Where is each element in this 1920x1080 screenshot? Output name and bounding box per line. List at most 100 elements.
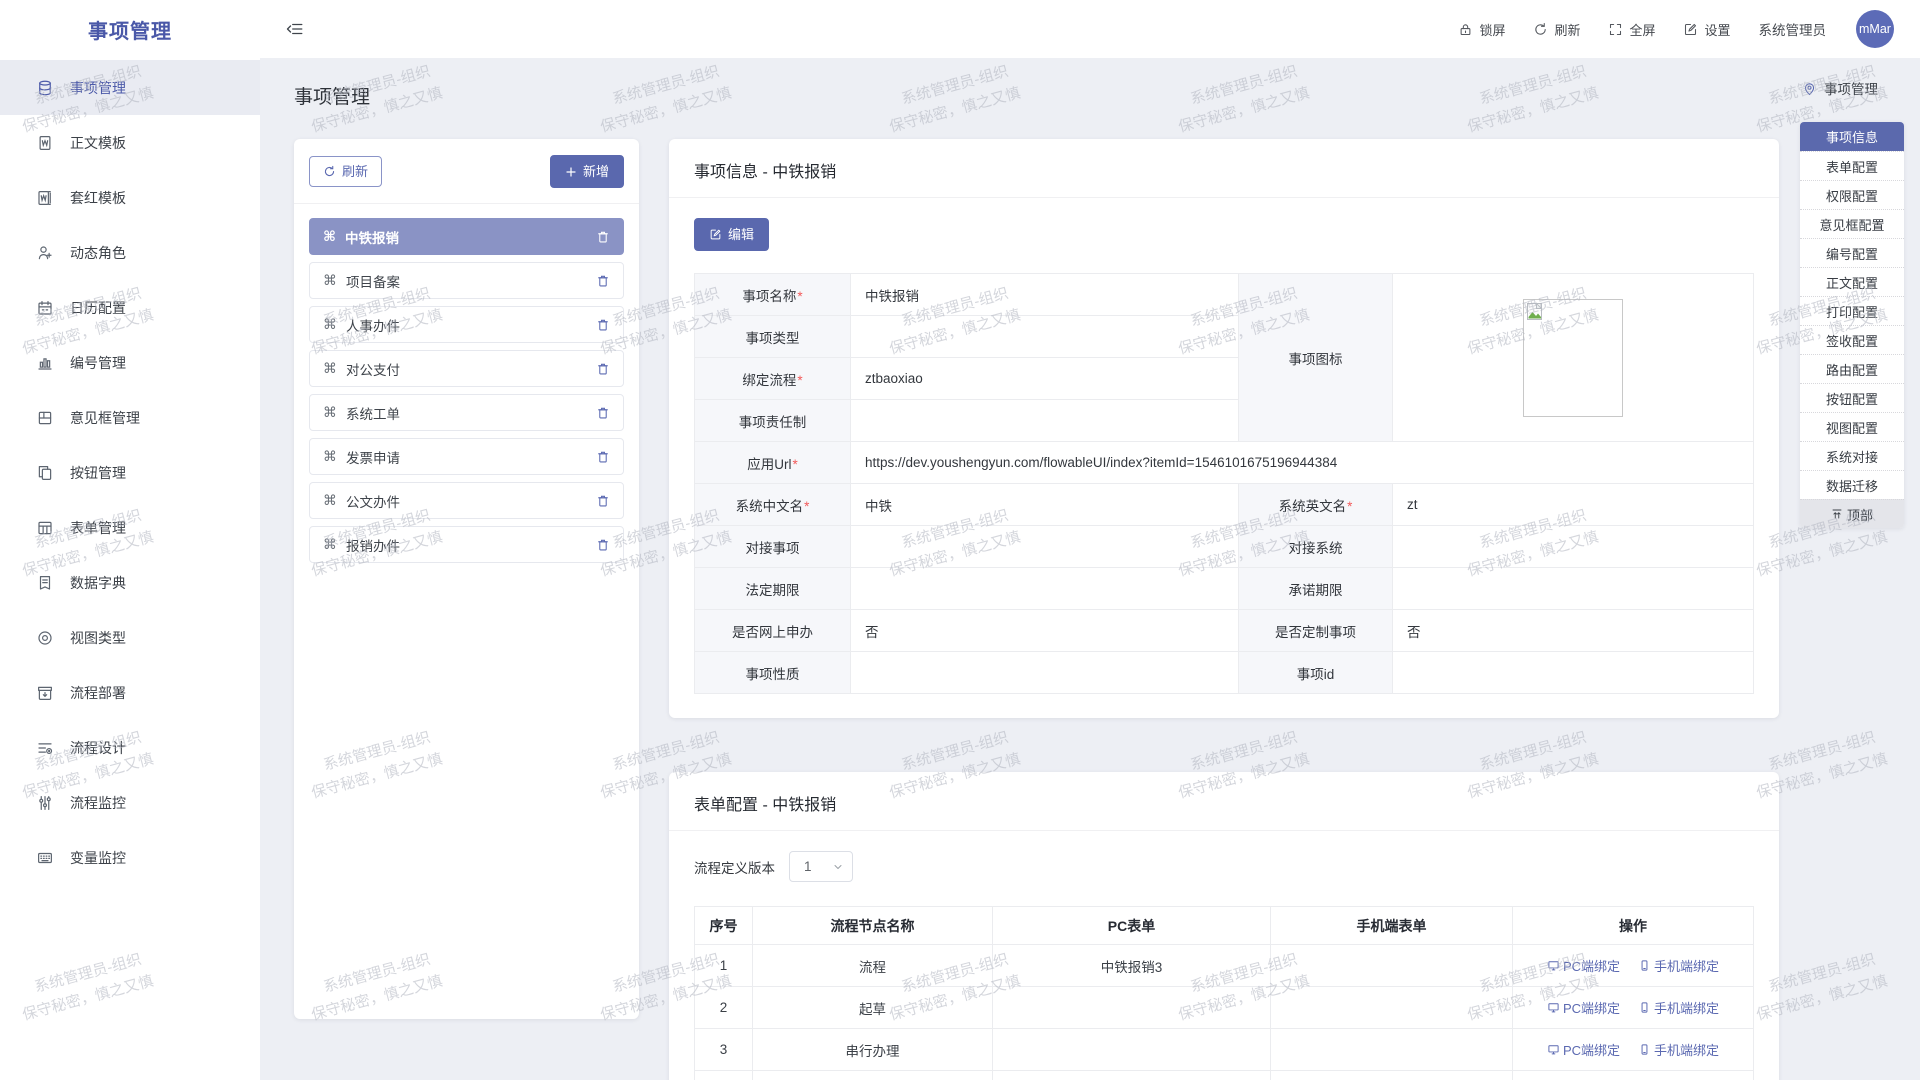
command-icon: ⌘	[323, 536, 337, 552]
delete-item-button[interactable]	[596, 230, 610, 244]
delete-item-button[interactable]	[596, 406, 610, 420]
anchor-item-system-connect[interactable]: 系统对接	[1800, 441, 1904, 470]
anchor-item-body-config[interactable]: 正文配置	[1800, 267, 1904, 296]
sidebar-item-data-dictionary[interactable]: 数据字典	[0, 555, 260, 610]
column-header: 手机端表单	[1270, 906, 1513, 945]
item-list-row[interactable]: ⌘ 中铁报销	[309, 218, 624, 255]
trash-icon	[598, 275, 608, 286]
delete-item-button[interactable]	[596, 274, 610, 288]
sidebar-item-body-template[interactable]: 正文模板	[0, 115, 260, 170]
item-list-row[interactable]: ⌘ 项目备案	[309, 262, 624, 299]
field-value: 否	[1392, 609, 1754, 652]
settings-icon	[1685, 23, 1697, 35]
sidebar-item-label: 事项管理	[70, 79, 126, 96]
item-list-row[interactable]: ⌘ 人事办件	[309, 306, 624, 343]
item-list-row[interactable]: ⌘ 公文办件	[309, 482, 624, 519]
sidebar-item-number-management[interactable]: 编号管理	[0, 335, 260, 390]
field-label: 对接事项	[694, 525, 851, 568]
mobile-bind-link[interactable]: 手机端绑定	[1638, 1040, 1719, 1059]
sidebar-item-process-deploy[interactable]: 流程部署	[0, 665, 260, 720]
delete-item-button[interactable]	[596, 318, 610, 332]
sidebar-item-label: 日历配置	[70, 299, 126, 316]
sidebar-item-red-template[interactable]: 套红模板	[0, 170, 260, 225]
command-icon: ⌘	[323, 492, 337, 508]
form-config-card: 表单配置 - 中铁报销 流程定义版本 1 序号	[669, 772, 1779, 1080]
refresh-button[interactable]: 刷新	[1533, 20, 1580, 39]
field-label: 是否网上申办	[694, 609, 851, 652]
anchor-item-route-config[interactable]: 路由配置	[1800, 354, 1904, 383]
menu-fold-icon	[286, 23, 303, 35]
anchor-item-data-migration[interactable]: 数据迁移	[1800, 470, 1904, 499]
back-to-top-button[interactable]: 顶部	[1800, 499, 1904, 528]
sidebar-item-label: 流程设计	[70, 739, 126, 756]
column-header: 流程节点名称	[752, 906, 993, 945]
sidebar-item-item-management[interactable]: 事项管理	[0, 60, 260, 115]
pc-bind-link[interactable]: PC端绑定	[1547, 956, 1620, 975]
field-value: ztbaoxiao	[850, 357, 1239, 400]
settings-button[interactable]: 设置	[1683, 20, 1731, 39]
item-info-table: 事项名称* 中铁报销 事项图标 事项类型	[694, 273, 1754, 694]
divider	[294, 203, 639, 204]
item-list-row[interactable]: ⌘ 对公支付	[309, 350, 624, 387]
mobile-bind-link[interactable]: 手机端绑定	[1638, 956, 1719, 975]
trash-icon	[598, 495, 608, 506]
anchor-item-view-config[interactable]: 视图配置	[1800, 412, 1904, 441]
item-list-row[interactable]: ⌘ 发票申请	[309, 438, 624, 475]
delete-item-button[interactable]	[596, 450, 610, 464]
field-label: 事项名称*	[694, 273, 851, 316]
avatar[interactable]: mMar	[1856, 10, 1894, 48]
version-select[interactable]: 1	[789, 851, 853, 882]
anchor-item-opinion-config[interactable]: 意见框配置	[1800, 209, 1904, 238]
sidebar-item-opinion-box-management[interactable]: 意见框管理	[0, 390, 260, 445]
field-label: 法定期限	[694, 567, 851, 610]
item-name: 项目备案	[346, 274, 400, 290]
anchor-item-permission-config[interactable]: 权限配置	[1800, 180, 1904, 209]
document-w-bracket-icon	[38, 190, 51, 205]
sidebar-item-calendar-config[interactable]: 日历配置	[0, 280, 260, 335]
item-list-row[interactable]: ⌘ 系统工单	[309, 394, 624, 431]
database-icon	[39, 80, 51, 95]
command-icon: ⌘	[323, 448, 337, 464]
mobile-bind-link[interactable]: 手机端绑定	[1638, 998, 1719, 1017]
field-value	[1392, 651, 1754, 694]
table-row: 4 并行办理 PC端绑定 手机端绑定	[694, 1070, 1754, 1080]
sidebar-item-form-management[interactable]: 表单管理	[0, 500, 260, 555]
table-icon	[38, 521, 52, 534]
sidebar-collapse-button[interactable]	[286, 20, 304, 38]
left-sidebar: 事项管理 正文模板 套红模板 动态角色 日历配置 编号管理 意见框管理 按钮管	[0, 58, 260, 1080]
fullscreen-button[interactable]: 全屏	[1608, 20, 1655, 39]
sidebar-item-label: 表单管理	[70, 519, 126, 536]
anchor-item-number-config[interactable]: 编号配置	[1800, 238, 1904, 267]
item-list-row[interactable]: ⌘ 报销办件	[309, 526, 624, 563]
delete-item-button[interactable]	[596, 538, 610, 552]
command-icon: ⌘	[323, 316, 337, 332]
map-pin-icon	[1804, 82, 1815, 95]
current-user-name: 系统管理员	[1758, 23, 1827, 38]
sidebar-item-process-design[interactable]: 流程设计	[0, 720, 260, 775]
lock-screen-button[interactable]: 锁屏	[1458, 20, 1505, 39]
pc-bind-link[interactable]: PC端绑定	[1547, 998, 1620, 1017]
sidebar-item-view-type[interactable]: 视图类型	[0, 610, 260, 665]
column-header: 序号	[694, 906, 753, 945]
add-item-button[interactable]: 新增	[549, 155, 624, 188]
anchor-item-item-info[interactable]: 事项信息	[1800, 122, 1904, 151]
sidebar-item-button-management[interactable]: 按钮管理	[0, 445, 260, 500]
sidebar-item-process-monitor[interactable]: 流程监控	[0, 775, 260, 830]
sidebar-item-variable-monitor[interactable]: 变量监控	[0, 830, 260, 885]
cell-no: 2	[694, 986, 753, 1029]
list-refresh-button[interactable]: 刷新	[309, 156, 383, 187]
anchor-item-sign-config[interactable]: 签收配置	[1800, 325, 1904, 354]
sidebar-item-dynamic-role[interactable]: 动态角色	[0, 225, 260, 280]
anchor-item-form-config[interactable]: 表单配置	[1800, 151, 1904, 180]
anchor-item-button-config[interactable]: 按钮配置	[1800, 383, 1904, 412]
field-label: 事项类型	[694, 315, 851, 358]
deploy-icon	[38, 686, 52, 700]
pc-bind-link[interactable]: PC端绑定	[1547, 1040, 1620, 1059]
chevron-down-icon	[834, 864, 842, 869]
delete-item-button[interactable]	[596, 494, 610, 508]
delete-item-button[interactable]	[596, 362, 610, 376]
edit-button[interactable]: 编辑	[694, 218, 770, 251]
version-label: 流程定义版本	[694, 860, 775, 876]
anchor-item-print-config[interactable]: 打印配置	[1800, 296, 1904, 325]
trash-icon	[598, 407, 608, 418]
